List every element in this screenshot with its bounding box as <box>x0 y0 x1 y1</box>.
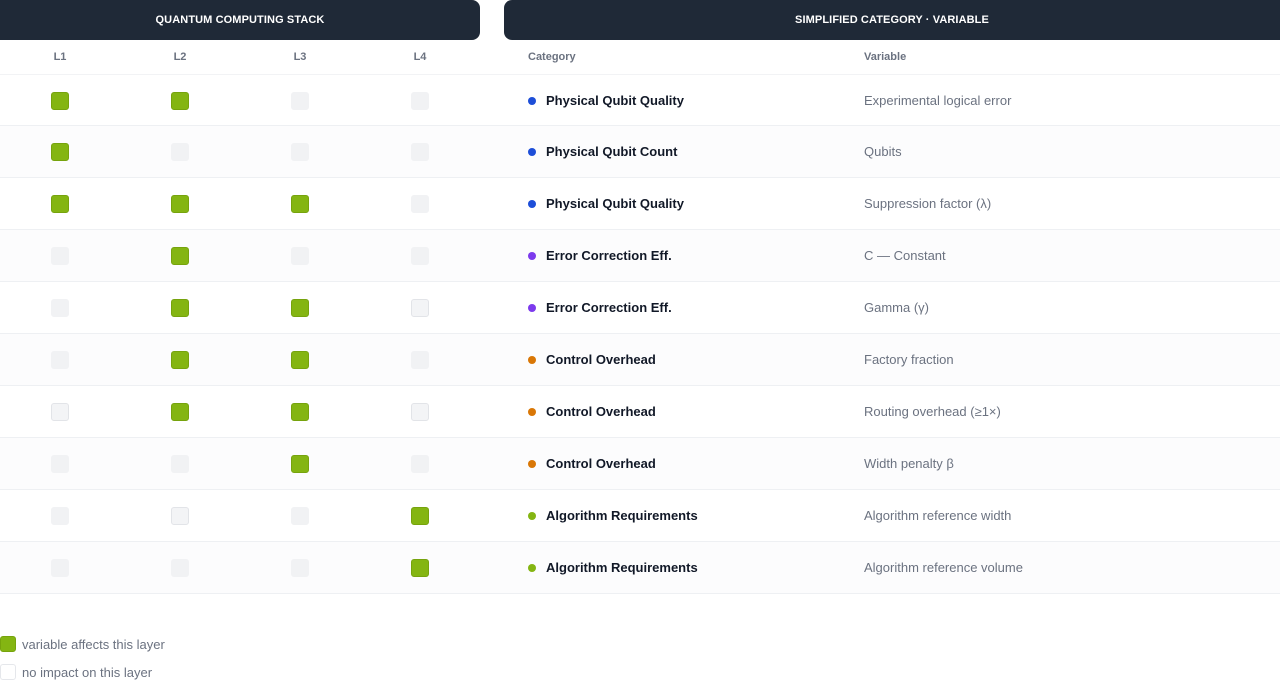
category-label: Error Correction Eff. <box>546 300 672 315</box>
layer-affected-cell <box>291 351 309 369</box>
layer-unaffected-cell <box>411 351 429 369</box>
legend-on-label: variable affects this layer <box>22 636 165 652</box>
legend-on: variable affects this layer <box>0 634 165 654</box>
table-row: Physical Qubit Quality Experimental logic… <box>0 74 1280 126</box>
category-dot-icon <box>528 304 536 312</box>
variable-label: Algorithm reference width <box>864 508 1012 523</box>
variable-label: Width penalty β <box>864 456 954 471</box>
layer-unaffected-cell <box>51 403 69 421</box>
category-label: Algorithm Requirements <box>546 508 698 523</box>
layer-unaffected-cell <box>291 92 309 110</box>
variable-label: Gamma (γ) <box>864 300 929 315</box>
variable-label: Qubits <box>864 144 902 159</box>
column-header-category: Category <box>528 51 576 63</box>
layer-unaffected-cell <box>51 455 69 473</box>
category-label: Physical Qubit Quality <box>546 93 684 108</box>
table-row: Error Correction Eff. C — Constant <box>0 230 1280 282</box>
layer-affected-cell <box>171 92 189 110</box>
layer-affected-cell <box>171 351 189 369</box>
variable-label: Routing overhead (≥1×) <box>864 404 1001 419</box>
category-label: Physical Qubit Count <box>546 144 678 159</box>
category-dot-icon <box>528 408 536 416</box>
layer-unaffected-cell <box>291 559 309 577</box>
layer-unaffected-cell <box>411 455 429 473</box>
table-row: Control Overhead Factory fraction <box>0 334 1280 386</box>
table-row: Physical Qubit Count Qubits <box>0 126 1280 178</box>
layer-affected-cell <box>171 247 189 265</box>
column-header-l4: L4 <box>413 51 427 63</box>
layer-unaffected-cell <box>291 247 309 265</box>
layer-unaffected-cell <box>51 247 69 265</box>
legend-off-swatch <box>0 664 16 680</box>
variable-label: C — Constant <box>864 248 946 263</box>
category-dot-icon <box>528 460 536 468</box>
category-dot-icon <box>528 200 536 208</box>
category-label: Control Overhead <box>546 456 656 471</box>
variable-label: Suppression factor (λ) <box>864 196 992 211</box>
legend-off-label: no impact on this layer <box>22 664 153 680</box>
category-label: Algorithm Requirements <box>546 560 698 575</box>
column-header-l2: L2 <box>173 51 187 63</box>
layer-unaffected-cell <box>411 92 429 110</box>
layer-affected-cell <box>291 195 309 213</box>
layer-unaffected-cell <box>51 507 69 525</box>
layer-affected-cell <box>291 455 309 473</box>
column-header-l1: L1 <box>53 51 67 63</box>
table-row: Physical Qubit Quality Suppression factor… <box>0 178 1280 230</box>
layer-unaffected-cell <box>291 143 309 161</box>
category-label: Physical Qubit Quality <box>546 196 684 211</box>
layer-affected-cell <box>411 507 429 525</box>
category-dot-icon <box>528 97 536 105</box>
layer-unaffected-cell <box>411 143 429 161</box>
layer-affected-cell <box>171 403 189 421</box>
layer-unaffected-cell <box>51 559 69 577</box>
category-dot-icon <box>528 356 536 364</box>
legend-on-swatch <box>0 636 16 652</box>
layer-affected-cell <box>411 559 429 577</box>
legend-off: no impact on this layer <box>0 662 152 682</box>
table-row: Algorithm Requirements Algorithm referenc… <box>0 542 1280 594</box>
layer-affected-cell <box>51 195 69 213</box>
table-row: Algorithm Requirements Algorithm referenc… <box>0 490 1280 542</box>
layer-affected-cell <box>291 403 309 421</box>
column-header-variable: Variable <box>864 51 907 63</box>
layer-unaffected-cell <box>171 507 189 525</box>
layer-unaffected-cell <box>291 507 309 525</box>
layer-affected-cell <box>51 92 69 110</box>
category-label: Error Correction Eff. <box>546 248 672 263</box>
layer-unaffected-cell <box>171 559 189 577</box>
column-header-l3: L3 <box>293 51 307 63</box>
category-dot-icon <box>528 148 536 156</box>
table-row: Error Correction Eff. Gamma (γ) <box>0 282 1280 334</box>
stack-header: QUANTUM COMPUTING STACK <box>0 0 480 40</box>
category-variable-header: SIMPLIFIED CATEGORY · VARIABLE <box>504 0 1280 40</box>
layer-unaffected-cell <box>51 299 69 317</box>
category-label: Control Overhead <box>546 352 656 367</box>
category-dot-icon <box>528 252 536 260</box>
layer-unaffected-cell <box>411 299 429 317</box>
table-row: Control Overhead Width penalty β <box>0 438 1280 490</box>
layer-affected-cell <box>51 143 69 161</box>
layer-unaffected-cell <box>171 143 189 161</box>
table-row: Control Overhead Routing overhead (≥1×) <box>0 386 1280 438</box>
variable-label: Experimental logical error <box>864 93 1012 108</box>
layer-unaffected-cell <box>51 351 69 369</box>
category-dot-icon <box>528 512 536 520</box>
category-label: Control Overhead <box>546 404 656 419</box>
layer-affected-cell <box>171 195 189 213</box>
category-dot-icon <box>528 564 536 572</box>
layer-unaffected-cell <box>411 247 429 265</box>
layer-unaffected-cell <box>411 195 429 213</box>
variable-label: Factory fraction <box>864 352 954 367</box>
layer-unaffected-cell <box>171 455 189 473</box>
variable-label: Algorithm reference volume <box>864 560 1023 575</box>
layer-unaffected-cell <box>411 403 429 421</box>
layer-affected-cell <box>291 299 309 317</box>
layer-affected-cell <box>171 299 189 317</box>
